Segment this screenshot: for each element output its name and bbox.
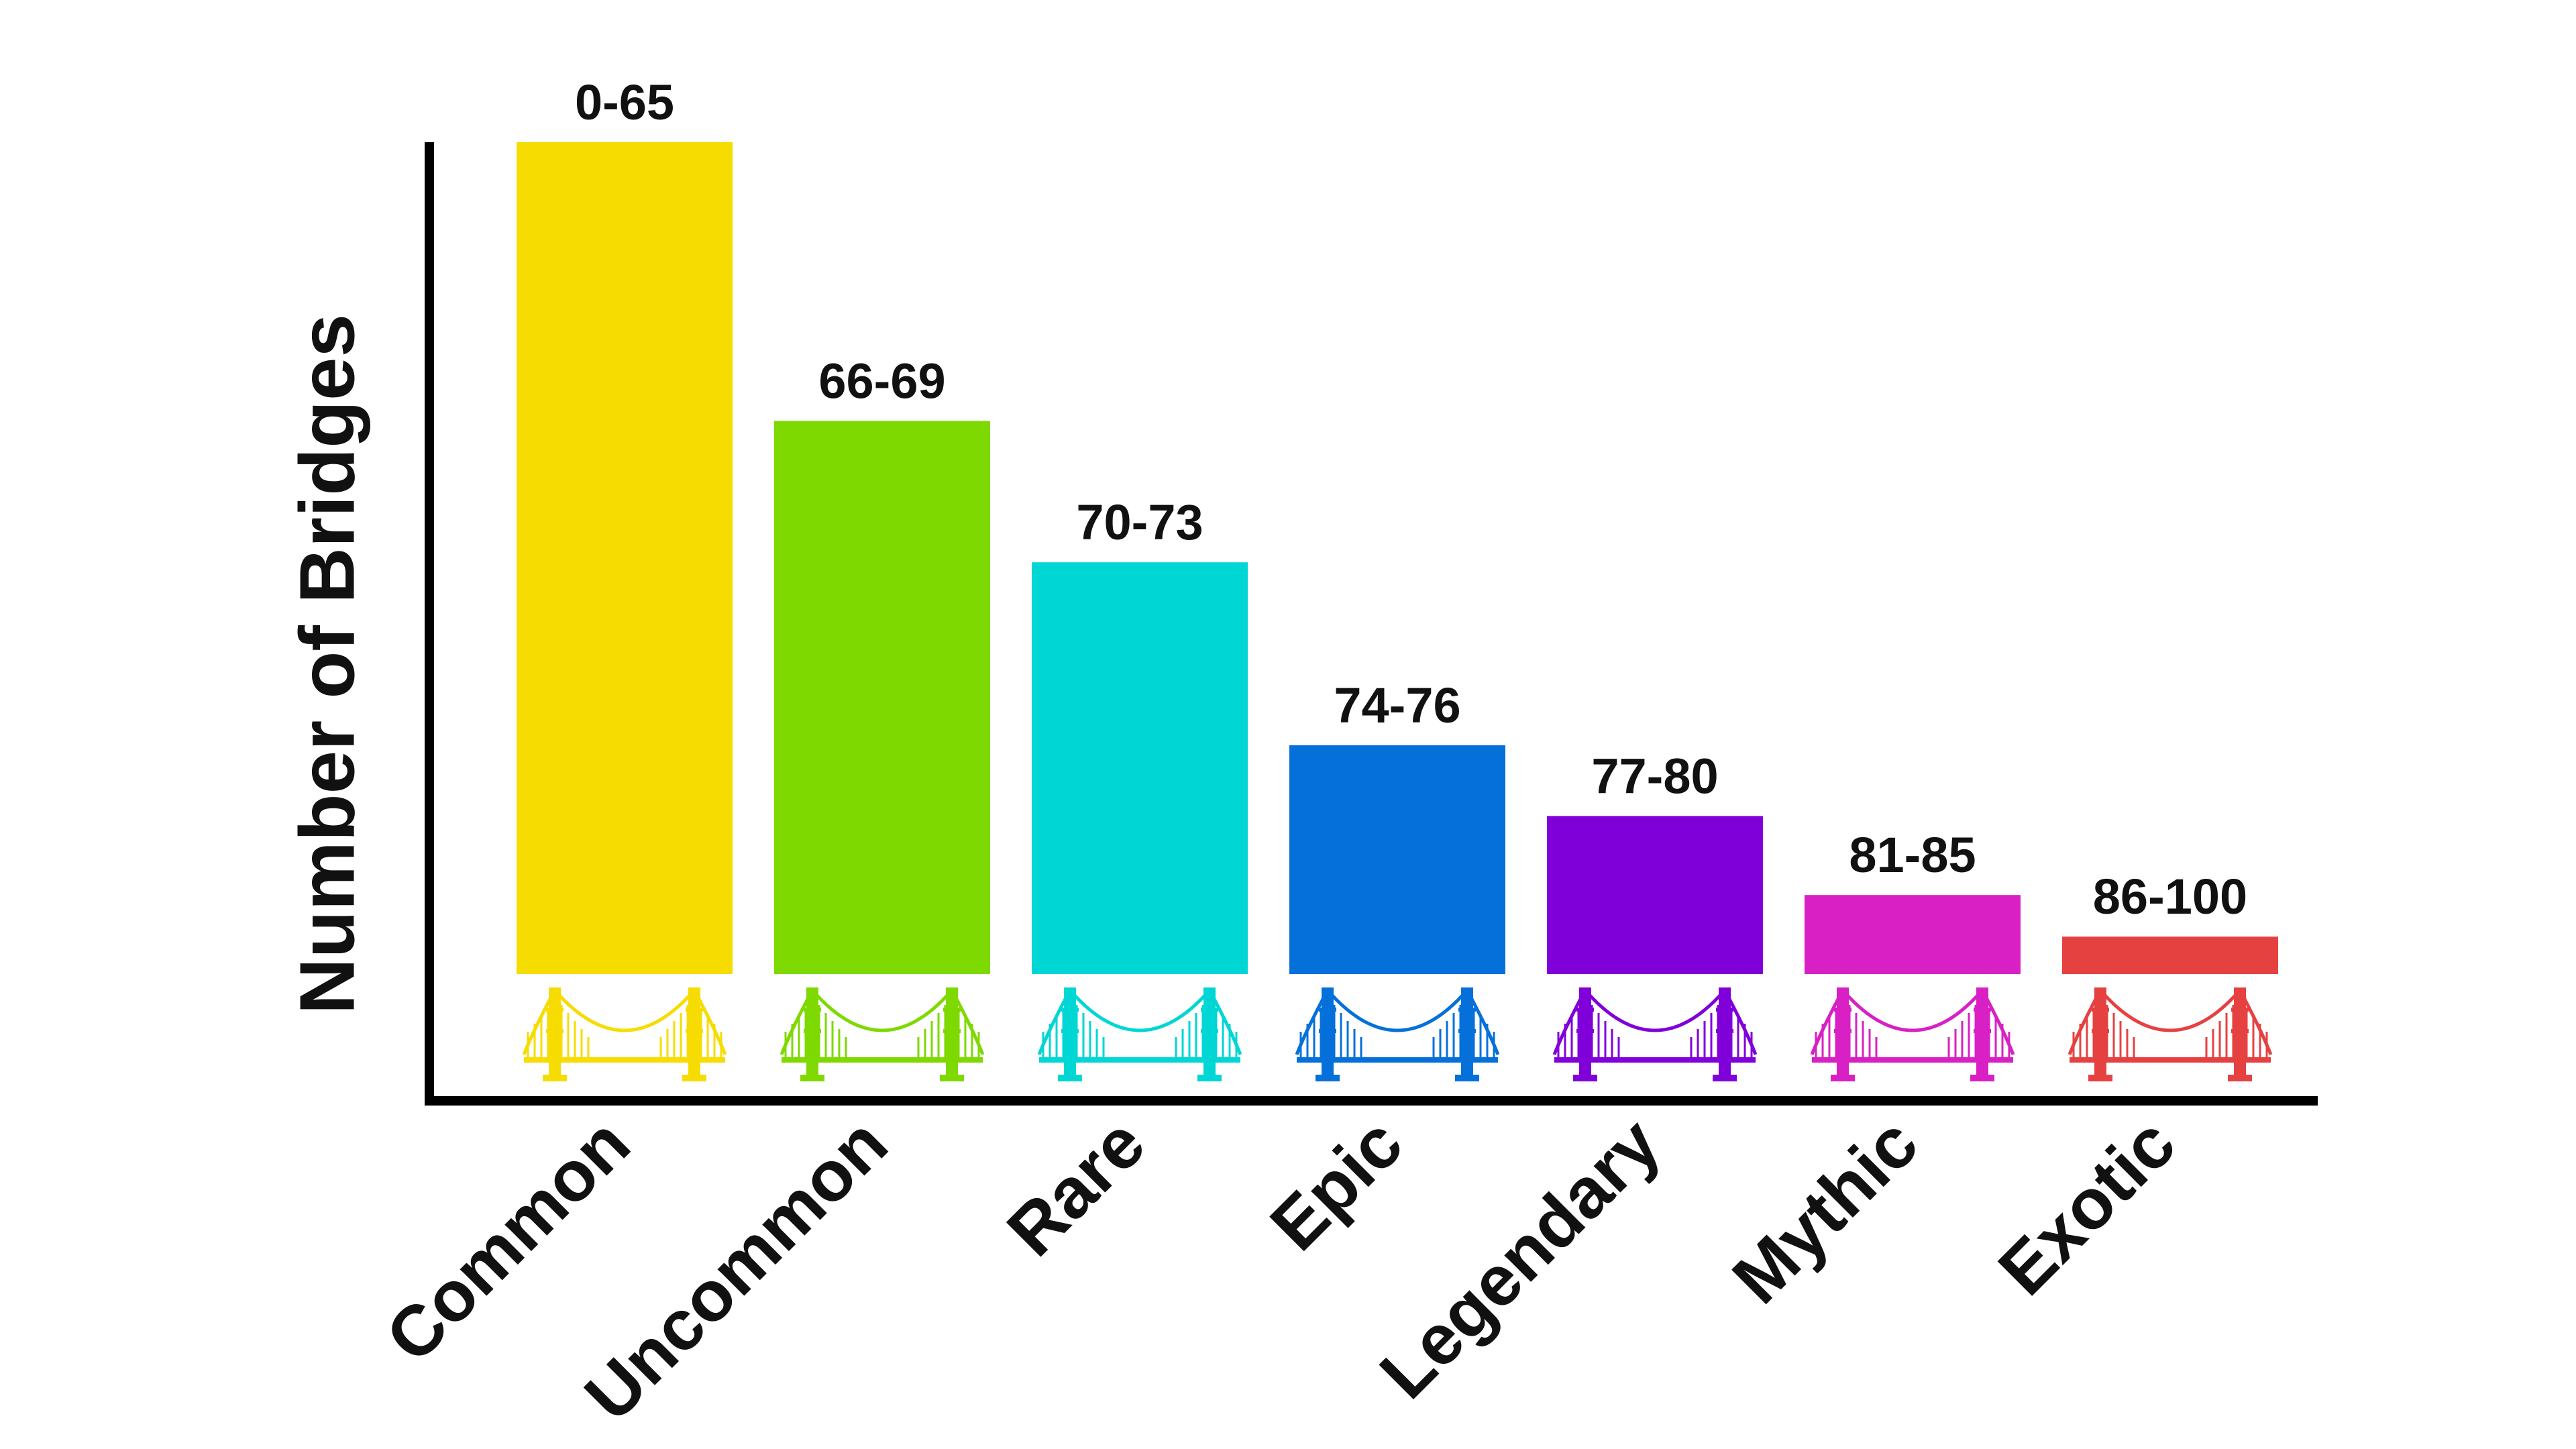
bar-mythic	[1805, 895, 2021, 974]
bar-rare	[1032, 562, 1248, 974]
y-axis-title: Number of Bridges	[284, 314, 371, 1014]
bar-exotic	[2062, 936, 2278, 974]
bar-uncommon	[774, 421, 990, 974]
bridge-icon	[780, 987, 985, 1081]
x-tick-label: Legendary	[1365, 1104, 1676, 1414]
bridge-icon	[1037, 987, 1242, 1081]
bar-epic	[1289, 745, 1505, 974]
bar-value-label: 74-76	[1334, 678, 1460, 733]
x-tick-label: Common	[371, 1104, 645, 1377]
bridge-icon	[1810, 987, 2015, 1081]
bar-legendary	[1547, 816, 1763, 974]
bars-group	[517, 142, 2278, 974]
x-tick-label: Exotic	[1984, 1104, 2190, 1310]
bridge-icons-group	[522, 987, 2273, 1081]
bar-value-label: 0-65	[575, 74, 674, 130]
bar-value-label: 70-73	[1076, 494, 1203, 550]
bar-value-label: 77-80	[1591, 748, 1718, 804]
bridge-icon	[1552, 987, 1758, 1081]
bar-value-label: 66-69	[818, 353, 945, 409]
bar-value-label: 81-85	[1849, 827, 1976, 883]
bridge-icon	[1295, 987, 1500, 1081]
bridge-icon	[522, 987, 727, 1081]
x-tick-label: Rare	[992, 1104, 1160, 1271]
bar-common	[517, 142, 733, 974]
bridge-icon	[2068, 987, 2273, 1081]
x-tick-label: Mythic	[1717, 1104, 1933, 1319]
x-tick-label: Epic	[1256, 1104, 1418, 1266]
bar-value-label: 86-100	[2093, 869, 2247, 924]
